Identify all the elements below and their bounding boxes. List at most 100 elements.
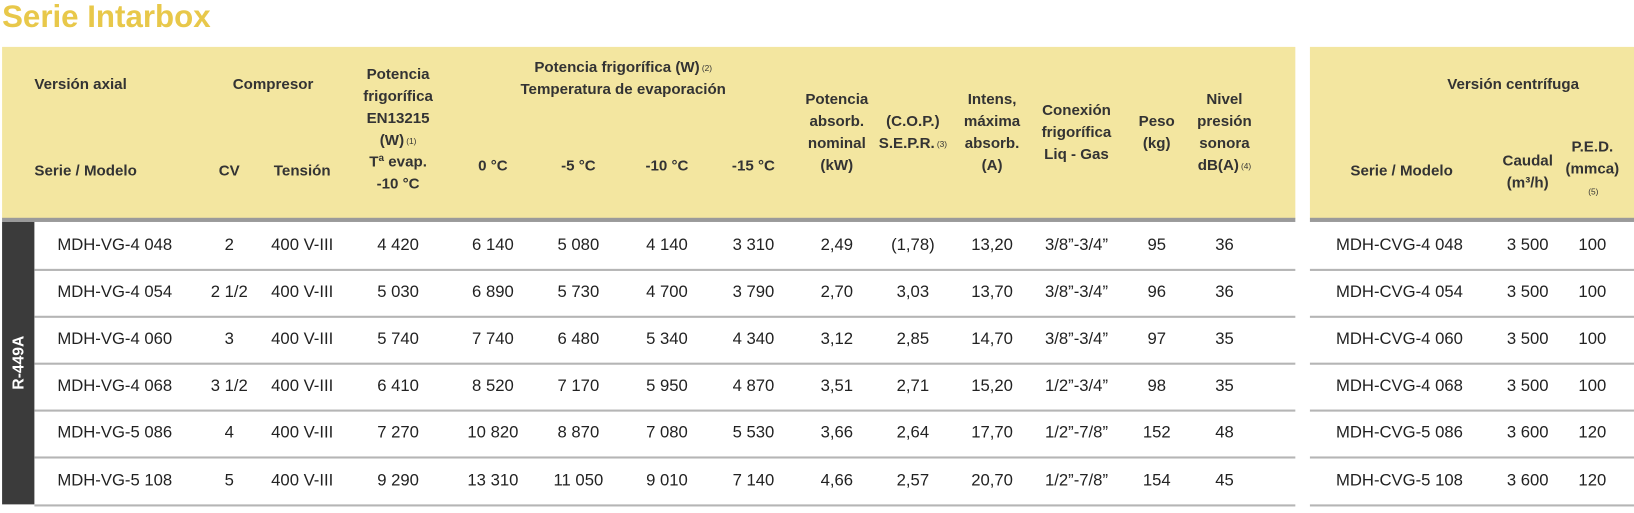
cell: 1/2”-7/8” [1044,471,1108,490]
cell: 120 [1578,424,1607,443]
column-header: -5 °C [561,156,596,178]
header-text: absorb. [809,113,865,131]
column-header: Caudal (m³/h) [1503,151,1553,195]
header-text: Serie / Modelo [1350,163,1453,180]
header-line: -15 °C [732,156,775,178]
cell: 35 [1215,377,1234,396]
cell: 4,66 [820,471,854,490]
cell: 2,85 [896,330,930,348]
cell: 95 [1147,236,1167,254]
cell: MDH-CVG-5 108 [1335,471,1463,490]
cell: 13 310 [467,471,519,490]
cell: 2,71 [896,377,930,396]
header-text: CV [218,163,240,180]
column-header: Serie / Modelo [34,161,136,183]
column-header: Nivel presión sonora dB(A) (4) [1197,90,1252,178]
cell: 3,03 [896,283,930,301]
column-header: Intens, máxima absorb. (A) [964,90,1020,178]
header-text: Liq - Gas [1044,146,1109,164]
cell: 3 600 [1506,424,1549,443]
header-line: Versión axial [34,75,126,97]
cell: 3 500 [1506,236,1549,254]
header-text: (C.O.P.) [886,113,940,131]
header-line: Intens, [964,90,1020,112]
row-separator [34,456,1296,459]
header-text: Conexión [1042,102,1111,120]
cell: 6 890 [472,283,514,301]
header-line: Caudal [1503,151,1553,173]
header-line: -10 °C [645,156,688,178]
header-line: (mmca) [1565,159,1619,181]
group-header: Versión centrífuga [1447,75,1579,97]
cell: 3 1/2 [210,377,248,396]
centrifugal-header-bg [1309,46,1634,219]
header-text: Temperatura de evaporación [520,81,726,98]
header-line: Peso [1139,112,1175,134]
cell: 3/8”-3/4” [1044,330,1108,348]
column-header: CV [219,161,240,183]
header-line: presión [1197,112,1252,134]
header-line: Serie / Modelo [34,161,136,183]
cell: 400 V-III [271,283,334,301]
cell: 8 520 [472,377,514,396]
header-line: absorb. [805,112,868,134]
header-line: sonora [1197,133,1252,155]
cell: 100 [1578,236,1607,254]
header-text: Tensión [273,163,331,180]
cell: 20,70 [971,471,1013,490]
cell: 400 V-III [271,236,334,254]
cell: 3 790 [732,283,775,301]
header-line: Potencia [363,65,433,87]
cell: 9 290 [377,471,419,490]
cell: 13,70 [971,283,1013,301]
cell: MDH-CVG-4 054 [1335,283,1463,301]
group-header: Compresor [233,75,314,97]
column-header: 0 °C [478,156,508,178]
cell: MDH-CVG-4 060 [1335,330,1463,348]
header-text: nominal [807,135,866,153]
cell: 97 [1147,330,1167,348]
row-separator [1309,409,1634,412]
cell: 7 140 [732,471,775,490]
header-line: Serie / Modelo [1350,161,1452,183]
column-header: P.E.D. (mmca) (5) [1565,137,1619,203]
cell: 3 500 [1506,330,1549,348]
header-text: S.E.P.R. [878,135,935,153]
cell: 2,49 [820,236,854,254]
header-text: Potencia frigorífica (W) [534,59,700,77]
cell: 5 080 [557,236,600,254]
cell: 5 730 [557,283,600,301]
cell: 2,57 [896,471,930,490]
header-line: absorb. [964,133,1020,155]
header-line: (5) [1565,181,1619,203]
cell: 11 050 [553,471,604,490]
group-header: Potencia frigorífica (W) (2) Temperatura d… [520,57,725,101]
cell: 2,64 [896,424,930,443]
cell: 4 140 [646,236,688,254]
row-separator [34,503,1296,506]
cell: MDH-VG-4 054 [57,283,173,301]
cell: 5 740 [377,330,419,348]
cell: 100 [1578,283,1607,301]
cell: 3,12 [820,330,854,348]
cell: 10 820 [467,424,519,443]
header-text: frigorífica [1041,124,1112,142]
cell: 3,66 [820,424,854,443]
cell: 3,51 [820,377,854,396]
header-text: presión [1197,113,1252,131]
header-line: (kW) [805,155,868,177]
cell: 4 340 [732,330,775,348]
cell: 1/2”-3/4” [1044,377,1108,396]
row-separator [34,268,1296,271]
header-line: frigorífica [1042,122,1112,144]
header-text: (kg) [1142,135,1171,153]
row-separator [1309,315,1634,318]
cell: 6 410 [377,377,419,396]
row-separator [1309,362,1634,365]
main-header-bg [2,46,1296,219]
cell: 98 [1147,377,1167,396]
cell: 1/2”-7/8” [1044,424,1108,443]
header-text: Nivel [1206,91,1243,109]
cell: MDH-VG-4 068 [57,377,173,396]
column-header: Serie / Modelo [1350,161,1452,183]
